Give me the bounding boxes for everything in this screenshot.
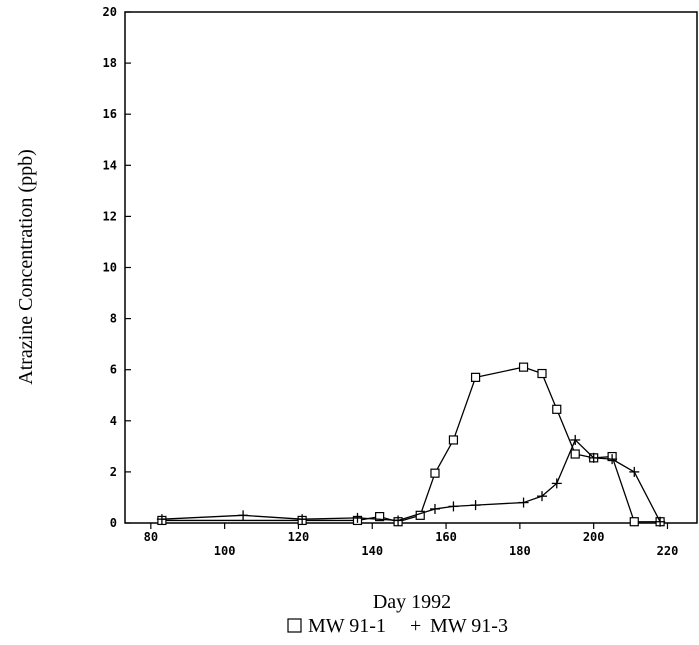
series-2-line [161,439,661,523]
plus-marker [570,434,581,445]
plus-marker [551,478,562,489]
y-tick-label: 12 [103,209,117,223]
square-marker [448,435,459,445]
legend-label-series-1: MW 91-1 [308,615,386,637]
x-tick-label: 120 [288,530,310,544]
plus-marker [629,466,640,477]
x-tick-label: 140 [361,544,383,558]
x-axis: 80 100 120 140 160 180 200 220 [144,523,679,558]
square-marker [518,362,529,372]
plus-marker [518,497,529,508]
legend-plus-marker: + [410,615,421,637]
y-tick-label: 6 [110,363,117,377]
square-marker [375,512,385,522]
x-tick-label: 80 [144,530,158,544]
x-tick-label: 100 [214,544,236,558]
plus-marker [429,503,440,514]
y-tick-label: 20 [103,5,117,19]
y-tick-label: 2 [110,465,117,479]
plus-marker [470,500,481,511]
series-layer [156,362,666,527]
x-tick-label: 220 [657,544,679,558]
y-tick-label: 10 [103,261,117,275]
series-2 [156,434,666,527]
x-tick-label: 200 [583,530,605,544]
plus-marker [537,491,548,502]
plus-marker [588,452,599,463]
y-tick-label: 4 [110,414,117,428]
plus-marker [655,516,666,527]
x-tick-label: 160 [435,530,457,544]
y-tick-label: 16 [103,107,117,121]
square-marker [537,368,547,379]
y-tick-label: 18 [103,56,117,70]
y-axis: 0 2 4 6 8 10 12 14 16 18 20 [103,5,131,530]
plus-marker [297,514,308,525]
plus-marker [238,510,249,521]
plus-marker [156,514,167,525]
plus-marker [448,501,459,512]
square-marker [470,372,481,382]
plus-marker [607,454,618,465]
x-axis-label: Day 1992 [373,591,451,613]
square-marker [629,517,639,527]
square-marker [430,468,440,478]
y-axis-label: Atrazine Concentration (ppb) [15,149,37,384]
plus-marker [393,515,404,526]
y-tick-label: 8 [110,312,117,326]
square-marker [570,449,580,459]
x-tick-label: 180 [509,544,531,558]
legend: MW 91-1 + MW 91-3 [287,615,508,637]
y-tick-label: 0 [110,516,117,530]
y-tick-label: 14 [103,158,117,172]
legend-label-series-2: MW 91-3 [430,615,508,637]
legend-square-marker [287,618,302,633]
square-marker [552,404,562,414]
plus-marker [352,512,363,523]
